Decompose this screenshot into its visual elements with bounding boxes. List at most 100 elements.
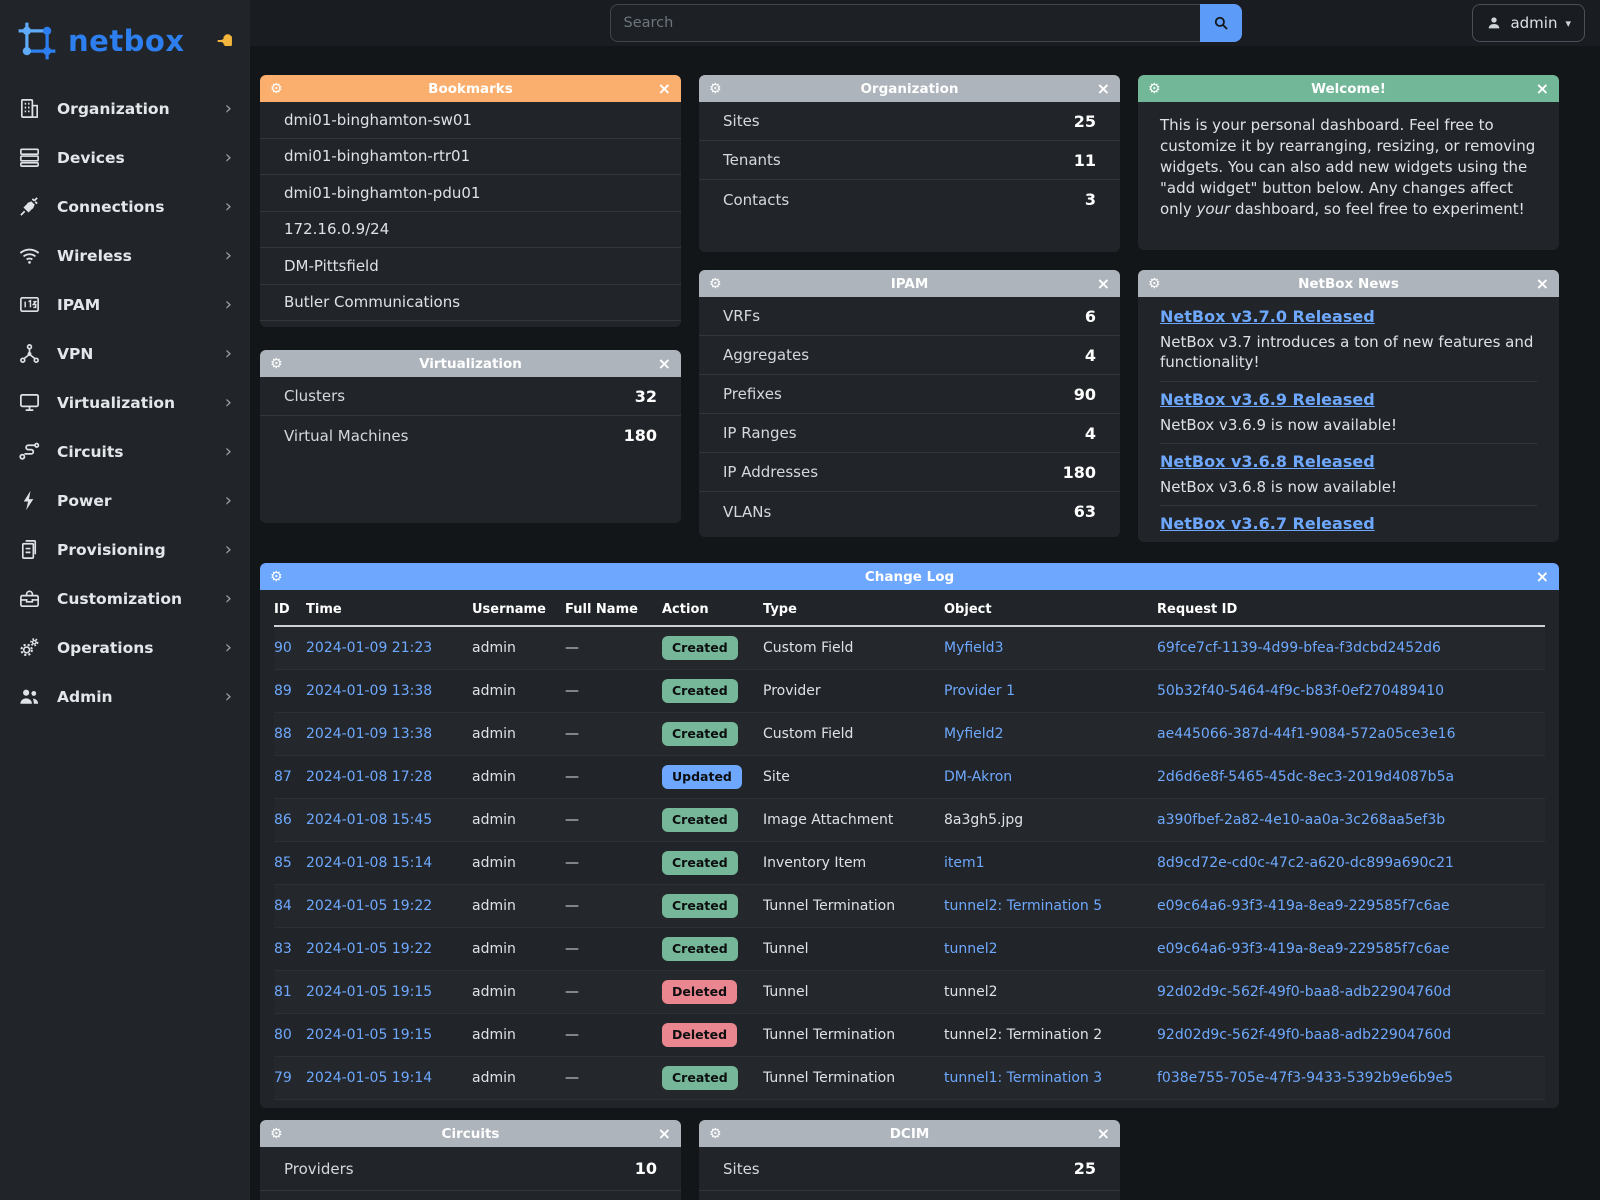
- stat-row[interactable]: Aggregates 4: [699, 336, 1120, 375]
- user-menu-button[interactable]: admin ▾: [1472, 4, 1585, 42]
- change-id-link[interactable]: 83: [274, 927, 306, 971]
- change-id-link[interactable]: 86: [274, 798, 306, 842]
- close-icon[interactable]: ×: [1535, 273, 1549, 293]
- change-request-id-link[interactable]: f038e755-705e-47f3-9433-5392b9e6b9e5: [1157, 1056, 1545, 1100]
- sidebar-item-provisioning[interactable]: Provisioning ›: [0, 525, 250, 574]
- change-request-id-link[interactable]: 8d9cd72e-cd0c-47c2-a620-dc899a690c21: [1157, 841, 1545, 885]
- change-time-link[interactable]: 2024-01-05 19:22: [306, 884, 472, 928]
- widget-config-icon[interactable]: ⚙: [709, 275, 722, 292]
- change-request-id-link[interactable]: 50b32f40-5464-4f9c-b83f-0ef270489410: [1157, 669, 1545, 713]
- close-icon[interactable]: ×: [1096, 78, 1110, 98]
- sidebar-item-connections[interactable]: Connections ›: [0, 182, 250, 231]
- stat-row[interactable]: Prefixes 90: [699, 375, 1120, 414]
- close-icon[interactable]: ×: [1535, 566, 1549, 586]
- sidebar-item-virtualization[interactable]: Virtualization ›: [0, 378, 250, 427]
- stat-row[interactable]: VLANs 63: [699, 492, 1120, 531]
- change-time-link[interactable]: 2024-01-09 21:23: [306, 626, 472, 670]
- change-id-link[interactable]: 80: [274, 1013, 306, 1057]
- stat-row[interactable]: IP Addresses 180: [699, 453, 1120, 492]
- change-id-link[interactable]: 85: [274, 841, 306, 885]
- change-request-id-link[interactable]: 92d02d9c-562f-49f0-baa8-adb22904760d: [1157, 970, 1545, 1014]
- change-object[interactable]: Myfield2: [944, 712, 1157, 756]
- change-request-id-link[interactable]: 69fce7cf-1139-4d99-bfea-f3dcbd2452d6: [1157, 626, 1545, 670]
- widget-config-icon[interactable]: ⚙: [270, 568, 283, 585]
- change-request-id-link[interactable]: 2d6d6e8f-5465-45dc-8ec3-2019d4087b5a: [1157, 755, 1545, 799]
- change-object[interactable]: tunnel2: [944, 927, 1157, 971]
- change-time-link[interactable]: 2024-01-05 19:22: [306, 927, 472, 971]
- stat-row[interactable]: VRFs 6: [699, 297, 1120, 336]
- change-request-id-link[interactable]: e09c64a6-93f3-419a-8ea9-229585f7c6ae: [1157, 927, 1545, 971]
- stat-row[interactable]: Circuits 29: [260, 1191, 681, 1200]
- sidebar-item-devices[interactable]: Devices ›: [0, 133, 250, 182]
- bookmark-link[interactable]: DM-Pittsfield: [260, 248, 681, 285]
- bookmark-link[interactable]: dmi01-binghamton-sw01: [260, 102, 681, 139]
- sidebar-item-admin[interactable]: Admin ›: [0, 672, 250, 721]
- news-link[interactable]: NetBox v3.6.8 Released: [1160, 451, 1375, 471]
- stat-row[interactable]: Clusters 32: [260, 377, 681, 416]
- bookmark-link[interactable]: 172.16.0.9/24: [260, 212, 681, 248]
- sidebar-item-circuits[interactable]: Circuits ›: [0, 427, 250, 476]
- close-icon[interactable]: ×: [657, 78, 671, 98]
- sidebar-item-vpn[interactable]: VPN ›: [0, 329, 250, 378]
- news-link[interactable]: NetBox v3.7.0 Released: [1160, 307, 1375, 326]
- sidebar-item-ipam[interactable]: IPAM ›: [0, 280, 250, 329]
- change-id-link[interactable]: 90: [274, 626, 306, 670]
- netbox-logo[interactable]: netbox: [0, 10, 250, 84]
- widget-config-icon[interactable]: ⚙: [1148, 275, 1161, 292]
- change-id-link[interactable]: 88: [274, 712, 306, 756]
- change-object[interactable]: tunnel1: Termination 3: [944, 1056, 1157, 1100]
- widget-config-icon[interactable]: ⚙: [270, 1125, 283, 1142]
- search-input[interactable]: [609, 4, 1200, 42]
- change-id-link[interactable]: 81: [274, 970, 306, 1014]
- change-id-link[interactable]: 79: [274, 1056, 306, 1100]
- change-time-link[interactable]: 2024-01-08 15:45: [306, 798, 472, 842]
- stat-row[interactable]: Contacts 3: [699, 180, 1120, 219]
- news-link[interactable]: NetBox v3.6.9 Released: [1160, 389, 1375, 409]
- change-request-id-link[interactable]: a390fbef-2a82-4e10-aa0a-3c268aa5ef3b: [1157, 798, 1545, 842]
- change-id-link[interactable]: 89: [274, 669, 306, 713]
- change-object[interactable]: item1: [944, 841, 1157, 885]
- stat-row[interactable]: Virtual Machines 180: [260, 416, 681, 455]
- stat-row[interactable]: Sites 25: [699, 1147, 1120, 1191]
- stat-row[interactable]: Providers 10: [260, 1147, 681, 1191]
- news-link[interactable]: NetBox v3.6.7 Released: [1160, 514, 1375, 533]
- widget-config-icon[interactable]: ⚙: [709, 80, 722, 97]
- pin-sidebar-icon[interactable]: [216, 31, 236, 51]
- sidebar-item-power[interactable]: Power ›: [0, 476, 250, 525]
- sidebar-item-wireless[interactable]: Wireless ›: [0, 231, 250, 280]
- change-request-id-link[interactable]: e09c64a6-93f3-419a-8ea9-229585f7c6ae: [1157, 884, 1545, 928]
- widget-config-icon[interactable]: ⚙: [709, 1125, 722, 1142]
- close-icon[interactable]: ×: [1096, 273, 1110, 293]
- close-icon[interactable]: ×: [1535, 78, 1549, 98]
- bookmark-link[interactable]: dmi01-binghamton-rtr01: [260, 139, 681, 175]
- change-id-link[interactable]: 87: [274, 755, 306, 799]
- change-time-link[interactable]: 2024-01-08 15:14: [306, 841, 472, 885]
- stat-row[interactable]: Racks 42: [699, 1191, 1120, 1200]
- change-object[interactable]: Myfield3: [944, 626, 1157, 670]
- change-request-id-link[interactable]: 92d02d9c-562f-49f0-baa8-adb22904760d: [1157, 1013, 1545, 1057]
- sidebar-item-organization[interactable]: Organization ›: [0, 84, 250, 133]
- change-time-link[interactable]: 2024-01-05 19:15: [306, 1013, 472, 1057]
- change-object[interactable]: Provider 1: [944, 669, 1157, 713]
- widget-config-icon[interactable]: ⚙: [1148, 80, 1161, 97]
- close-icon[interactable]: ×: [657, 1123, 671, 1143]
- close-icon[interactable]: ×: [657, 353, 671, 373]
- sidebar-item-customization[interactable]: Customization ›: [0, 574, 250, 623]
- stat-row[interactable]: Tenants 11: [699, 141, 1120, 180]
- widget-config-icon[interactable]: ⚙: [270, 355, 283, 372]
- stat-row[interactable]: Sites 25: [699, 102, 1120, 141]
- change-id-link[interactable]: 84: [274, 884, 306, 928]
- sidebar-item-operations[interactable]: Operations ›: [0, 623, 250, 672]
- bookmark-link[interactable]: dmi01-binghamton-pdu01: [260, 175, 681, 212]
- change-time-link[interactable]: 2024-01-09 13:38: [306, 712, 472, 756]
- close-icon[interactable]: ×: [1096, 1123, 1110, 1143]
- stat-row[interactable]: IP Ranges 4: [699, 414, 1120, 453]
- change-time-link[interactable]: 2024-01-09 13:38: [306, 669, 472, 713]
- change-time-link[interactable]: 2024-01-05 19:15: [306, 970, 472, 1014]
- change-request-id-link[interactable]: ae445066-387d-44f1-9084-572a05ce3e16: [1157, 712, 1545, 756]
- widget-config-icon[interactable]: ⚙: [270, 80, 283, 97]
- change-time-link[interactable]: 2024-01-08 17:28: [306, 755, 472, 799]
- search-button[interactable]: [1199, 4, 1242, 42]
- change-time-link[interactable]: 2024-01-05 19:14: [306, 1056, 472, 1100]
- change-object[interactable]: DM-Akron: [944, 755, 1157, 799]
